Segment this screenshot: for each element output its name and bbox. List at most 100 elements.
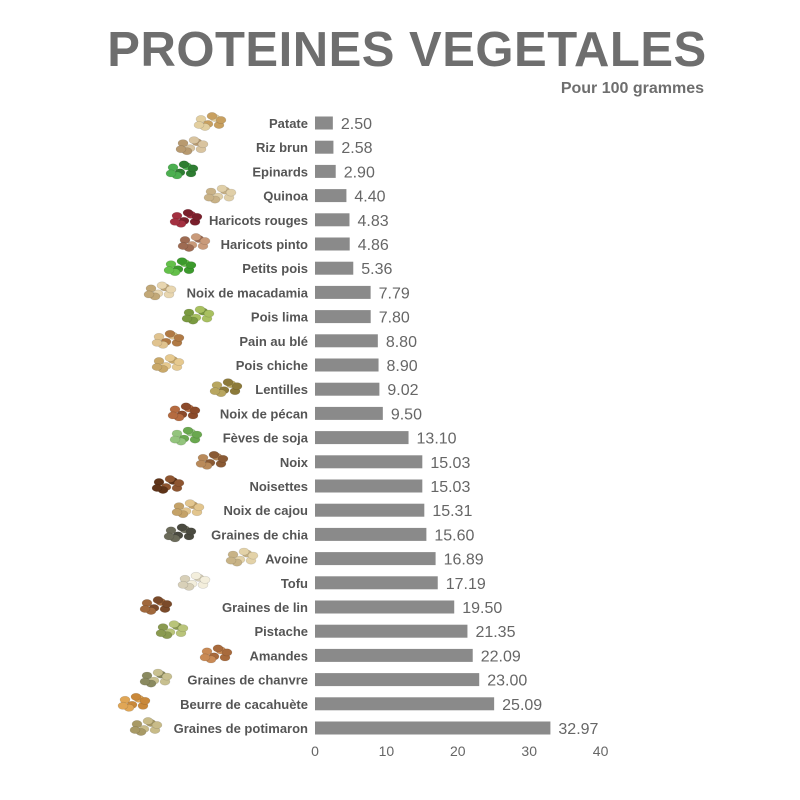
value-label: 32.97 [558,721,598,738]
pinto-beans-icon [177,233,211,252]
value-label: 7.79 [379,285,410,302]
category-label: Amandes [249,648,308,663]
almonds-icon [199,644,233,664]
walnut-icon [195,450,229,470]
lima-beans-icon [181,305,215,325]
category-label: Pistache [255,624,308,639]
pecan-icon [167,402,201,422]
value-label: 13.10 [417,431,457,448]
macadamia-icon [143,281,177,301]
category-label: Noix de cajou [223,503,308,518]
category-label: Noix de pécan [220,406,308,421]
bar [315,382,380,396]
x-tick-label: 10 [379,743,395,759]
kidney-beans-icon [169,208,203,228]
oats-icon [225,547,259,567]
quinoa-icon [203,184,237,204]
bar [315,164,336,178]
flax-seeds-icon [139,596,173,615]
peas-icon [163,257,197,277]
soybeans-icon [169,426,203,446]
bar [315,503,425,517]
bar [315,552,436,566]
hemp-seeds-icon [139,668,173,688]
category-label: Pain au blé [239,334,308,349]
category-label: Haricots rouges [209,213,308,228]
value-label: 9.02 [387,382,418,399]
category-label: Lentilles [255,382,308,397]
bar [315,285,371,299]
category-label: Graines de lin [222,600,308,615]
chia-seeds-icon [163,523,197,543]
value-label: 15.60 [434,527,474,544]
value-label: 5.36 [361,261,392,278]
category-label: Riz brun [256,140,308,155]
x-tick-label: 30 [521,743,537,759]
bar [315,237,350,251]
bar [315,406,383,420]
potato-icon [193,112,227,131]
bar [315,673,480,687]
category-label: Quinoa [263,189,309,204]
peanut-butter-icon [117,692,151,712]
bar [315,116,333,130]
bar [315,334,378,348]
category-label: Pois lima [251,310,309,325]
x-tick-label: 0 [311,743,319,759]
value-label: 25.09 [502,697,542,714]
category-label: Graines de potimaron [174,721,308,736]
bar [315,140,334,154]
category-label: Fèves de soja [223,431,309,446]
tofu-icon [177,571,211,591]
category-label: Petits pois [242,261,308,276]
category-label: Noix [280,455,309,470]
value-label: 15.03 [430,479,470,496]
x-tick-label: 20 [450,743,466,759]
category-label: Epinards [252,164,308,179]
rice-icon [175,136,209,156]
bar [315,697,495,711]
category-label: Avoine [265,552,308,567]
bar [315,648,473,662]
bar [315,721,551,735]
value-label: 21.35 [475,624,515,641]
bar [315,527,427,541]
category-label: Pois chiche [236,358,308,373]
chart-title: PROTEINES VEGETALES [107,23,707,77]
value-label: 17.19 [446,576,486,593]
bar [315,310,371,324]
category-label: Tofu [281,576,308,591]
value-label: 2.90 [344,164,375,181]
hazelnut-icon [151,475,185,494]
value-label: 8.80 [386,334,417,351]
value-label: 9.50 [391,406,422,423]
lentils-icon [209,378,243,398]
bar [315,600,455,614]
value-label: 15.03 [430,455,470,472]
bread-icon [151,329,185,349]
category-label: Noix de macadamia [187,285,309,300]
value-label: 7.80 [379,310,410,327]
cashew-icon [171,499,205,519]
bar [315,431,409,445]
bar [315,213,350,227]
chickpeas-icon [151,354,185,373]
value-label: 16.89 [444,552,484,569]
value-label: 2.58 [341,140,372,157]
x-tick-label: 40 [593,743,609,759]
chart-subtitle: Pour 100 grammes [560,80,704,97]
bar [315,358,379,372]
value-label: 23.00 [487,673,527,690]
category-label: Patate [269,116,308,131]
pistachio-icon [155,620,189,640]
bar [315,576,438,590]
pumpkin-seeds-icon [129,717,163,736]
value-label: 19.50 [462,600,502,617]
value-label: 4.86 [358,237,389,254]
category-label: Noisettes [249,479,308,494]
bar [315,624,468,638]
value-label: 8.90 [387,358,418,375]
category-label: Haricots pinto [221,237,308,252]
bar [315,455,423,469]
